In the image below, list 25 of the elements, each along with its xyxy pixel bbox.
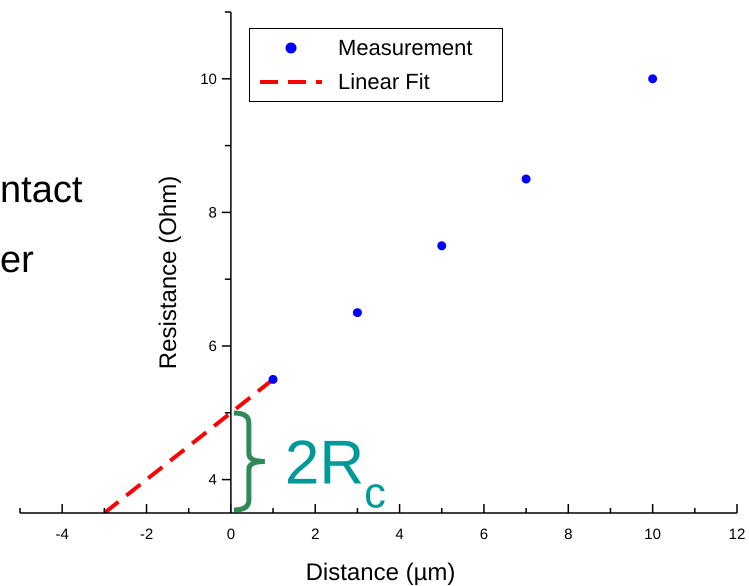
legend-label: Linear Fit [338,69,430,95]
x-tick-label: 10 [644,526,661,543]
x-tick-label: 8 [564,526,572,543]
legend-label: Measurement [338,35,473,61]
y-axis-title: Resistance (Ohm) [154,176,182,370]
x-tick-label: 6 [480,526,488,543]
point [522,174,531,184]
y-tick-label: 4 [208,472,217,489]
point [268,374,278,384]
annotation: ntact [0,169,83,211]
y-tick-label: 10 [200,70,217,88]
annotation: er [0,239,34,281]
point [437,241,446,250]
y-tick-label: 6 [208,338,217,355]
x-axis-title: Distance (µm) [306,559,456,586]
x-tick-label: 2 [311,526,320,543]
x-tick-label: 0 [226,526,236,543]
annotation: 2R$_{c}$ [284,428,386,518]
y-tick-label: 8 [208,204,217,222]
x-tick-label: 4 [395,526,404,543]
x-tick-label: 12 [728,526,746,543]
point [648,74,658,84]
x-tick-label: -2 [140,526,154,543]
x-tick-label: -4 [56,526,69,543]
point [352,308,362,318]
